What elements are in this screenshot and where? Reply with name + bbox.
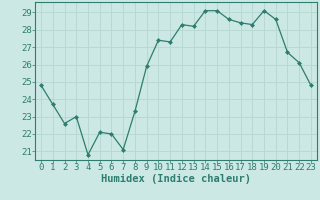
X-axis label: Humidex (Indice chaleur): Humidex (Indice chaleur): [101, 174, 251, 184]
